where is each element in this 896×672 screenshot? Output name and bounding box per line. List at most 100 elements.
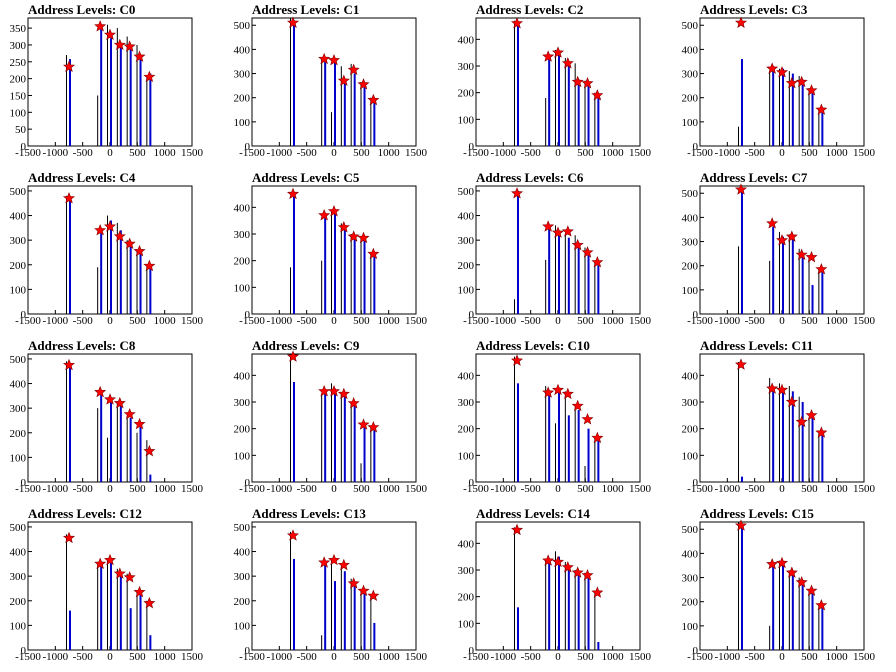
bar bbox=[350, 234, 352, 314]
bar bbox=[741, 188, 743, 314]
bar bbox=[574, 235, 576, 314]
x-tick-label: 0 bbox=[779, 315, 785, 327]
bar bbox=[597, 98, 600, 146]
bar bbox=[107, 558, 108, 650]
marker-star bbox=[542, 50, 555, 62]
marker-star bbox=[357, 584, 370, 597]
y-tick-label: 200 bbox=[10, 74, 27, 86]
bar bbox=[564, 391, 566, 482]
marker-star bbox=[591, 255, 604, 268]
bar bbox=[334, 388, 336, 482]
bar bbox=[577, 410, 580, 482]
marker-star bbox=[347, 63, 360, 76]
bar bbox=[548, 227, 551, 314]
marker-star bbox=[785, 566, 798, 578]
bar bbox=[517, 22, 519, 146]
bar bbox=[331, 210, 332, 314]
bar bbox=[738, 522, 739, 650]
bar bbox=[567, 415, 570, 482]
y-tick-label: 100 bbox=[458, 114, 475, 126]
y-tick-label: 200 bbox=[234, 596, 251, 608]
bar bbox=[517, 383, 519, 482]
marker-star bbox=[337, 74, 350, 86]
y-tick-label: 100 bbox=[458, 284, 475, 296]
y-tick-label: 300 bbox=[10, 235, 27, 247]
marker-star bbox=[805, 250, 818, 263]
bar bbox=[779, 68, 780, 146]
bar bbox=[290, 267, 291, 314]
marker-star bbox=[357, 78, 370, 90]
x-tick-label: -500 bbox=[745, 651, 766, 663]
bar bbox=[293, 20, 295, 147]
chart-panel: Address Levels: C9 0 100 200 300 400 -1500 -100… bbox=[224, 336, 448, 504]
x-tick-label: -500 bbox=[73, 315, 94, 327]
bar bbox=[811, 90, 814, 146]
bar bbox=[69, 198, 71, 314]
bar bbox=[769, 71, 771, 146]
bar bbox=[97, 95, 99, 146]
marker-star bbox=[286, 187, 300, 200]
marker-star bbox=[327, 385, 341, 397]
y-tick-label: 200 bbox=[458, 88, 475, 100]
bar bbox=[321, 635, 323, 650]
bar bbox=[545, 98, 547, 146]
marker-star bbox=[327, 53, 341, 66]
y-tick-label: 500 bbox=[234, 522, 251, 534]
x-tick-label: -1000 bbox=[490, 315, 516, 327]
marker-star bbox=[591, 586, 604, 598]
chart-svg: Address Levels: C15 0 100 200 300 400 500 -1500… bbox=[682, 506, 876, 663]
bar bbox=[587, 575, 590, 650]
bar bbox=[139, 55, 142, 147]
bar bbox=[514, 299, 515, 314]
marker-star bbox=[103, 28, 117, 40]
x-tick-label: -500 bbox=[521, 483, 542, 495]
y-tick-label: 250 bbox=[10, 57, 27, 69]
bar bbox=[340, 223, 342, 314]
x-tick-label: -1500 bbox=[15, 315, 41, 327]
bar bbox=[343, 396, 346, 482]
chart-panel: Address Levels: C5 0 100 200 300 400 -1500 -100… bbox=[224, 168, 448, 336]
bar bbox=[517, 607, 519, 650]
bar bbox=[100, 230, 103, 314]
x-tick-label: 1000 bbox=[378, 483, 401, 495]
x-tick-label: 500 bbox=[353, 147, 370, 159]
bar bbox=[110, 398, 112, 482]
bar bbox=[373, 255, 376, 314]
bar bbox=[587, 252, 590, 314]
chart-title: Address Levels: C12 bbox=[28, 506, 142, 521]
marker-star bbox=[775, 66, 789, 78]
bar bbox=[119, 230, 122, 314]
bar bbox=[97, 563, 99, 650]
bar bbox=[769, 378, 771, 482]
chart-panel: Address Levels: C8 0 100 200 300 400 500 -1500-… bbox=[0, 336, 224, 504]
bar bbox=[548, 391, 551, 482]
y-tick-label: 100 bbox=[682, 285, 699, 297]
bar bbox=[129, 608, 132, 650]
x-tick-label: -1500 bbox=[239, 483, 265, 495]
bar bbox=[564, 58, 566, 146]
bar bbox=[116, 28, 118, 146]
bar bbox=[791, 239, 794, 314]
bar bbox=[788, 234, 790, 314]
y-tick-label: 400 bbox=[234, 202, 251, 214]
bar bbox=[594, 591, 596, 650]
bar bbox=[594, 262, 596, 314]
y-tick-label: 300 bbox=[234, 571, 251, 583]
marker-star bbox=[62, 358, 76, 371]
bar bbox=[321, 394, 323, 482]
x-tick-label: 500 bbox=[353, 651, 370, 663]
bar bbox=[370, 426, 372, 482]
marker-star bbox=[103, 393, 117, 405]
marker-star bbox=[337, 221, 350, 233]
bar bbox=[290, 356, 291, 482]
bar bbox=[517, 190, 519, 314]
bar bbox=[577, 572, 580, 650]
bar bbox=[343, 226, 346, 314]
chart-panel: Address Levels: C2 0 100 200 300 400 -1500 -100… bbox=[448, 0, 672, 168]
bar bbox=[808, 589, 810, 650]
x-tick-label: 1500 bbox=[181, 315, 204, 327]
marker-star bbox=[123, 571, 136, 583]
marker-star bbox=[94, 385, 107, 398]
bar bbox=[584, 80, 586, 146]
